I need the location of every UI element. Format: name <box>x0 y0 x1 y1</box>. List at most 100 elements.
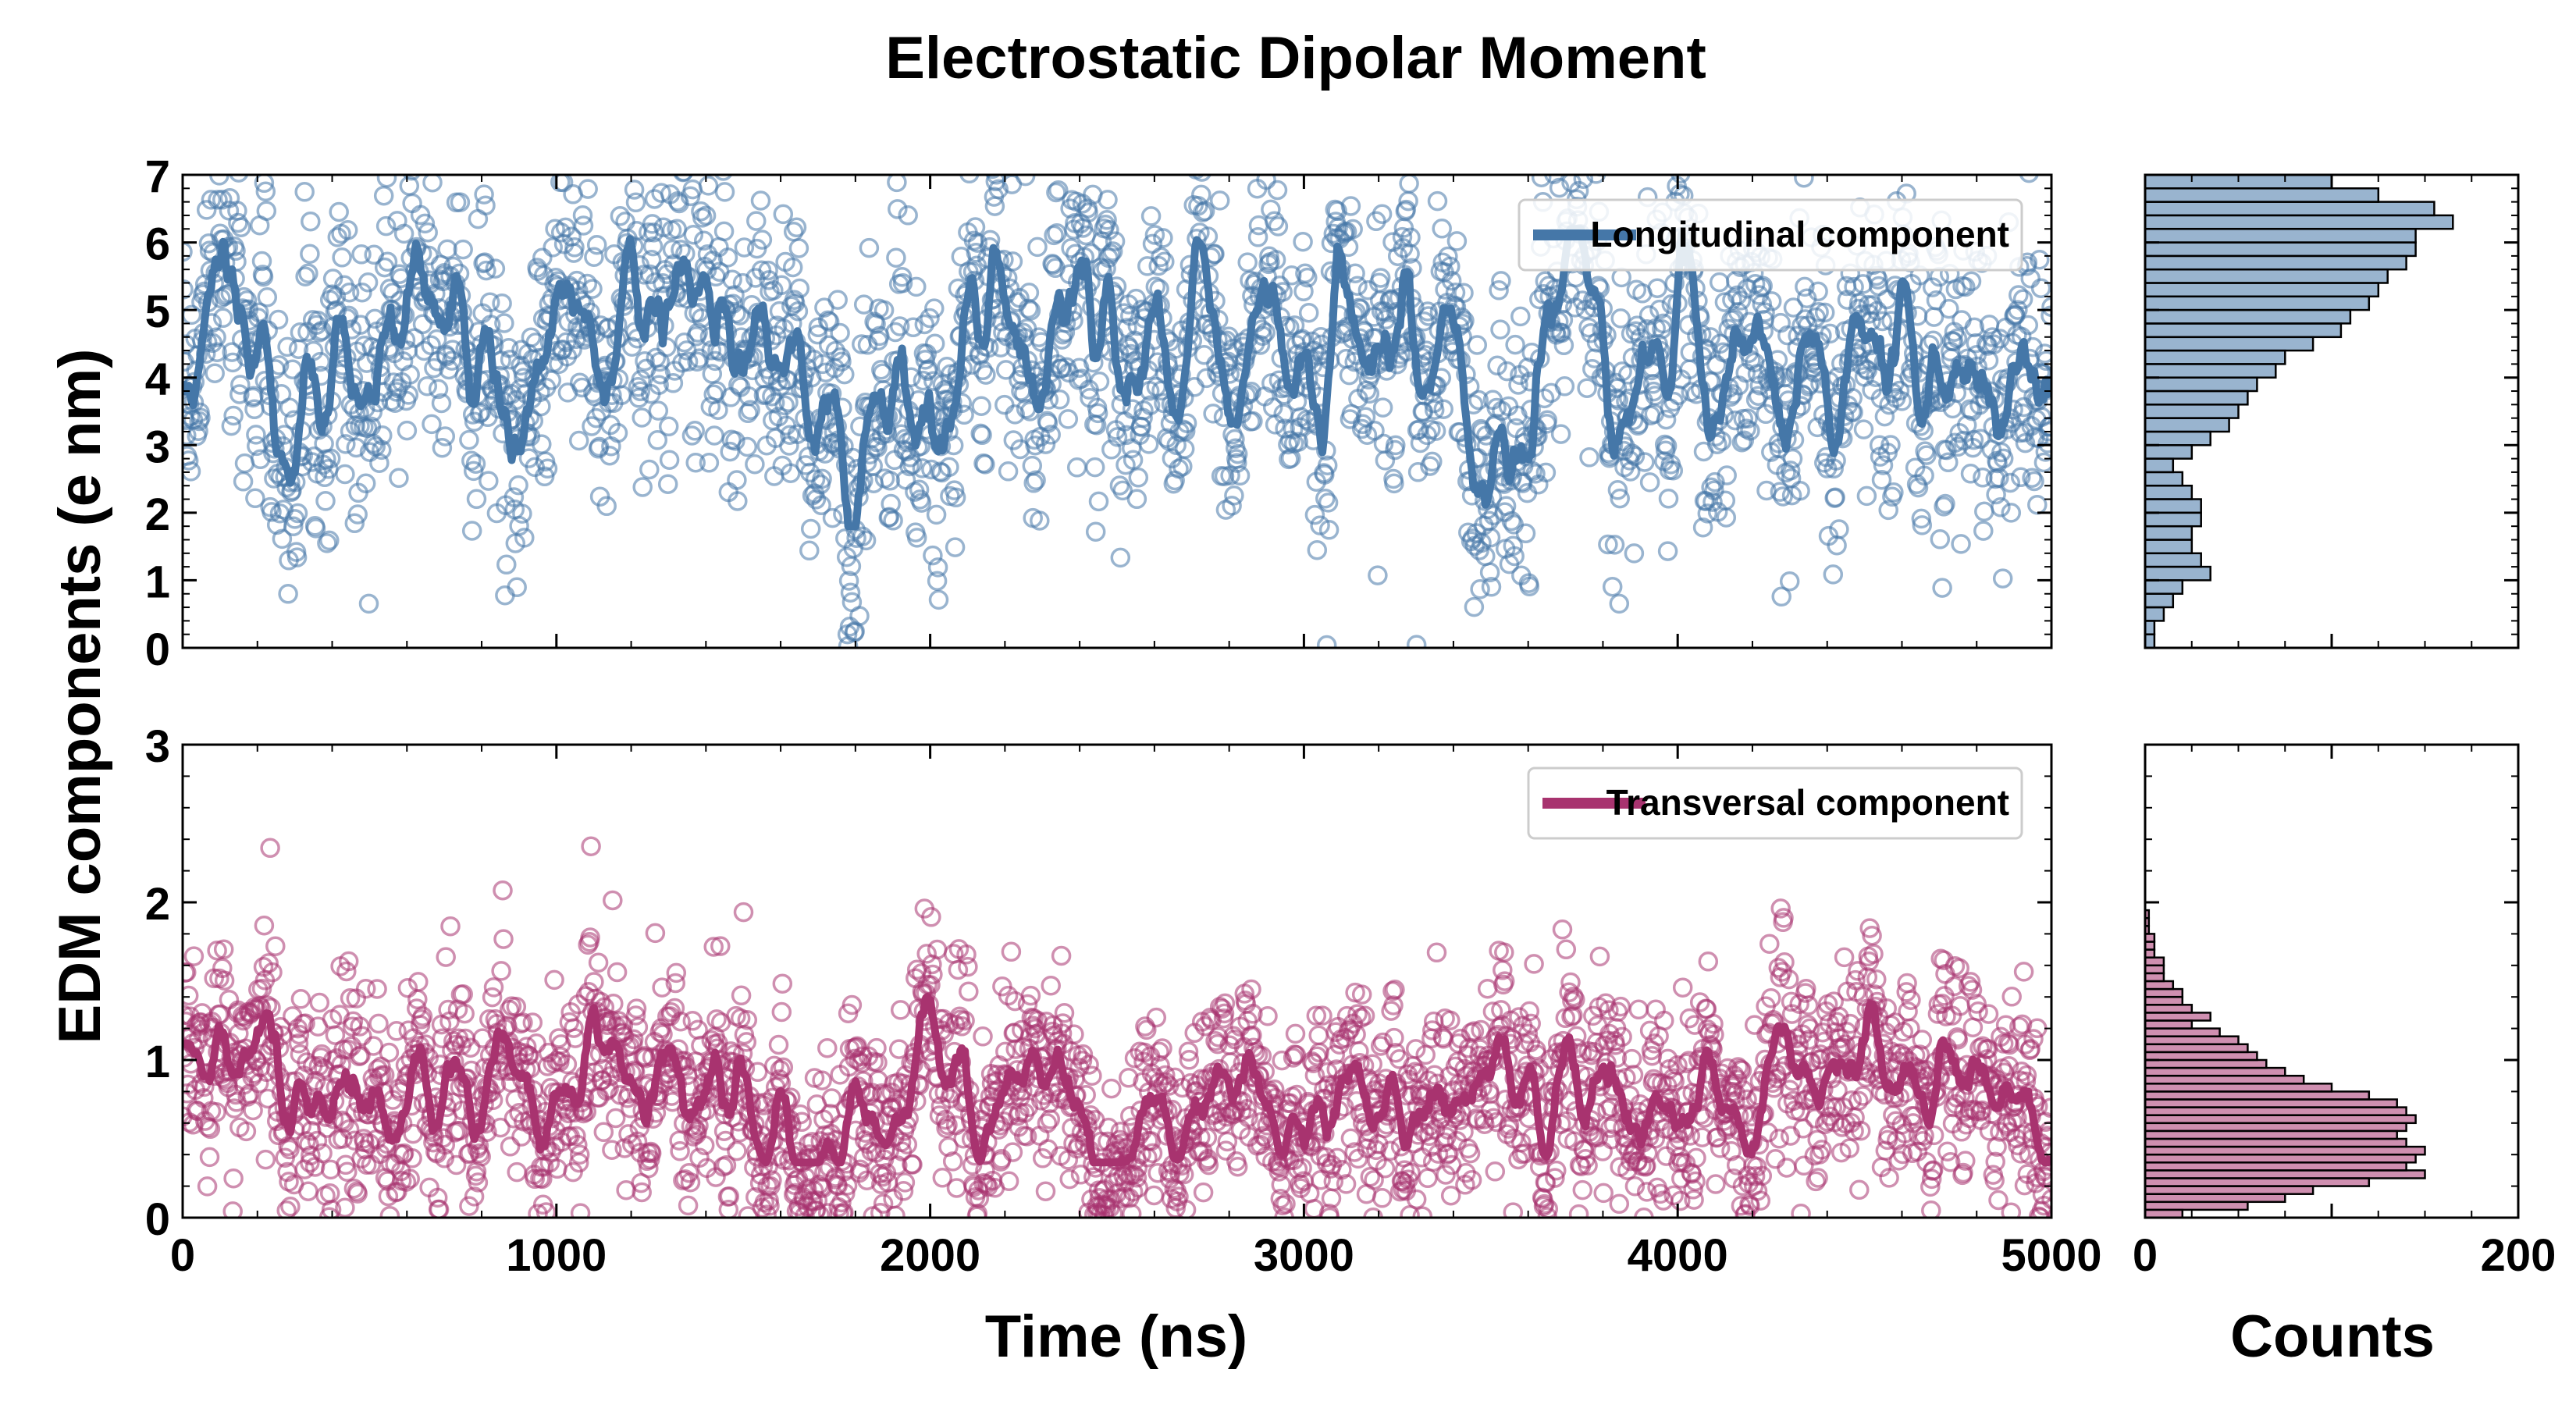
scatter-point <box>1534 1193 1555 1215</box>
scatter-point <box>1494 971 1515 991</box>
scatter-point <box>1101 1078 1122 1099</box>
scatter-point <box>1040 1109 1061 1129</box>
y-tick-label: 4 <box>145 354 170 405</box>
scatter-point <box>663 155 680 172</box>
scatter-point <box>873 1193 894 1214</box>
scatter-point <box>722 269 742 290</box>
scatter-point <box>963 1176 984 1197</box>
scatter-point <box>1372 204 1393 224</box>
scatter-point <box>1748 386 1769 406</box>
scatter-point <box>584 247 604 267</box>
scatter-point <box>642 236 664 257</box>
scatter-point <box>1372 1032 1393 1053</box>
scatter-point <box>544 969 564 991</box>
scatter-point <box>1137 1147 1158 1168</box>
scatter-point <box>1175 421 1196 442</box>
scatter-point <box>1480 527 1501 548</box>
scatter-point <box>790 1104 811 1125</box>
scatter-point <box>311 320 332 341</box>
scatter-point <box>1144 1185 1165 1206</box>
scatter-point <box>1116 425 1137 446</box>
scatter-point <box>1609 1193 1630 1215</box>
scatter-point <box>1745 1166 1766 1186</box>
scatter-point <box>1441 270 1462 291</box>
scatter-point <box>350 1016 370 1037</box>
scatter-point <box>1503 1202 1524 1218</box>
scatter-point <box>1521 1013 1541 1034</box>
scatter-point <box>1079 1055 1099 1075</box>
scatter-point <box>1583 175 1592 176</box>
scatter-point <box>437 239 457 260</box>
scatter-point <box>1027 237 1048 258</box>
scatter-point <box>944 480 965 500</box>
scatter-point <box>674 332 695 353</box>
scatter-point <box>1440 1185 1461 1206</box>
scatter-point <box>418 222 438 243</box>
scatter-point <box>926 504 947 525</box>
scatter-point <box>994 394 1015 415</box>
scatter-point <box>1035 1181 1056 1201</box>
scatter-point <box>1424 1065 1445 1085</box>
scatter-point <box>206 327 226 347</box>
scatter-point <box>570 1203 591 1218</box>
scatter-point <box>625 192 646 213</box>
scatter-point <box>1276 1193 1296 1215</box>
scatter-point <box>1256 175 1276 190</box>
scatter-point <box>1241 979 1261 1000</box>
scatter-point <box>942 1151 963 1172</box>
scatter-point <box>183 962 197 983</box>
scatter-point <box>1268 216 1289 237</box>
scatter-point <box>1298 302 1319 323</box>
scatter-point <box>2035 442 2051 462</box>
scatter-point <box>358 272 379 293</box>
scatter-point <box>1082 1065 1102 1086</box>
scatter-point <box>197 1176 218 1197</box>
scatter-point <box>1982 327 2003 347</box>
scatter-point <box>508 475 528 496</box>
scatter-point <box>906 528 927 548</box>
scatter-point <box>492 293 512 314</box>
scatter-point <box>1761 987 1781 1008</box>
hist-x-axis-label: Counts <box>2230 1304 2435 1370</box>
scatter-point <box>566 1126 586 1147</box>
scatter-point <box>1578 1155 1598 1176</box>
scatter-point <box>1485 1161 1506 1182</box>
scatter-point <box>699 453 720 473</box>
scatter-point <box>1468 389 1489 411</box>
scatter-point <box>645 923 666 944</box>
scatter-point <box>986 175 1007 185</box>
scatter-point <box>1503 535 1524 557</box>
scatter-point <box>623 1029 644 1050</box>
scatter-point <box>397 977 418 998</box>
scatter-point <box>580 927 600 948</box>
scatter-point <box>1628 999 1649 1020</box>
scatter-point <box>190 1012 211 1033</box>
scatter-point <box>1396 199 1417 220</box>
scatter-point <box>1491 271 1511 291</box>
scatter-point <box>379 1042 400 1063</box>
scatter-point <box>1658 489 1679 509</box>
scatter-point <box>897 1134 918 1155</box>
scatter-point <box>1560 106 1578 123</box>
scatter-point <box>1385 980 1405 1000</box>
scatter-point <box>1085 521 1106 542</box>
scatter-point <box>1464 596 1485 617</box>
scatter-point <box>1585 175 1606 184</box>
scatter-point <box>849 606 870 626</box>
scatter-point <box>1347 1004 1368 1024</box>
scatter-point <box>1657 541 1678 561</box>
scatter-point <box>279 1139 300 1160</box>
scatter-point <box>1176 1200 1197 1218</box>
scatter-point <box>573 215 594 236</box>
scatter-point <box>1418 1168 1438 1189</box>
scatter-point <box>885 1205 906 1218</box>
scatter-point <box>1478 510 1500 532</box>
scatter-point <box>1624 446 1646 467</box>
scatter-point <box>389 468 409 489</box>
scatter-point <box>596 496 617 517</box>
scatter-point <box>1243 1004 1263 1024</box>
scatter-point <box>1005 404 1025 425</box>
scatter-point <box>188 421 208 441</box>
scatter-point <box>1823 458 1844 479</box>
scatter-point <box>321 1200 342 1218</box>
